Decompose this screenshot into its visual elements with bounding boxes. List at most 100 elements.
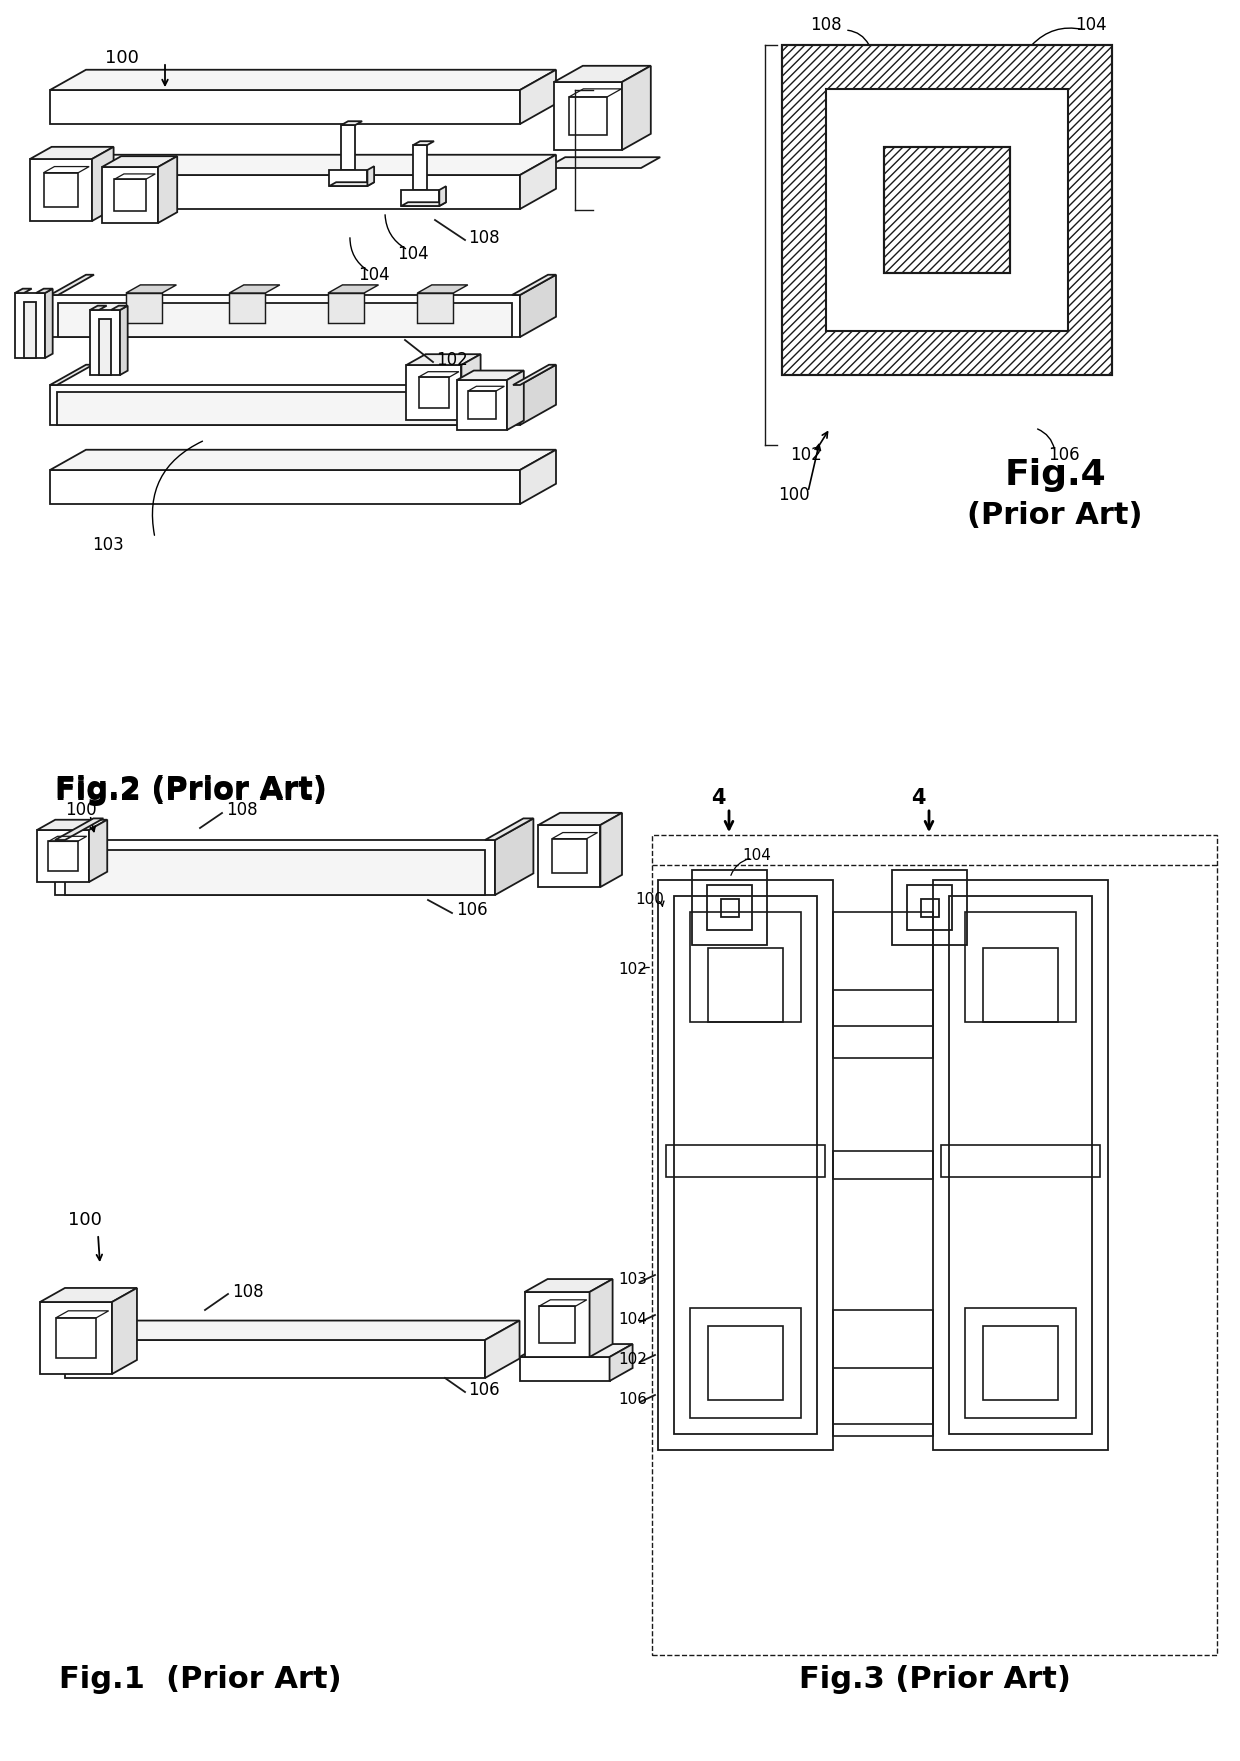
Text: 102: 102 <box>618 1352 647 1368</box>
Bar <box>884 146 1011 273</box>
Bar <box>983 1326 1058 1400</box>
Polygon shape <box>126 285 176 292</box>
Polygon shape <box>24 301 36 357</box>
Polygon shape <box>520 365 556 424</box>
Text: 100: 100 <box>635 893 663 907</box>
Polygon shape <box>546 157 660 167</box>
Polygon shape <box>50 386 520 424</box>
Polygon shape <box>439 187 446 206</box>
Polygon shape <box>520 275 556 336</box>
Bar <box>920 898 939 916</box>
Text: Fig.4: Fig.4 <box>1004 458 1106 491</box>
Bar <box>658 880 833 1449</box>
Polygon shape <box>485 819 533 840</box>
Polygon shape <box>37 829 89 882</box>
Polygon shape <box>157 157 177 224</box>
Polygon shape <box>15 292 45 357</box>
Text: 106: 106 <box>456 902 487 919</box>
Bar <box>692 870 768 946</box>
Bar <box>708 1326 782 1400</box>
Text: 108: 108 <box>467 229 500 247</box>
Bar <box>675 896 817 1433</box>
Polygon shape <box>538 814 622 824</box>
Polygon shape <box>64 1340 485 1379</box>
Text: 108: 108 <box>226 801 258 819</box>
Text: 102: 102 <box>618 963 647 977</box>
Bar <box>833 990 932 1058</box>
Polygon shape <box>407 365 461 421</box>
Text: 106: 106 <box>618 1393 647 1407</box>
Polygon shape <box>15 289 32 292</box>
Text: (Prior Art): (Prior Art) <box>967 500 1143 530</box>
Text: 102: 102 <box>436 350 467 370</box>
Bar <box>949 896 1092 1433</box>
Text: 104: 104 <box>358 266 389 284</box>
Polygon shape <box>92 146 114 220</box>
Polygon shape <box>50 70 556 90</box>
Polygon shape <box>622 65 651 150</box>
Polygon shape <box>418 292 454 322</box>
Bar <box>782 46 1112 375</box>
Polygon shape <box>50 275 94 296</box>
Text: 103: 103 <box>618 1273 647 1287</box>
Bar <box>833 1152 932 1180</box>
Polygon shape <box>461 354 481 421</box>
Bar <box>720 898 739 916</box>
Text: 103: 103 <box>92 535 124 555</box>
Bar <box>932 880 1109 1449</box>
Bar <box>708 947 782 1021</box>
Polygon shape <box>120 306 128 375</box>
Polygon shape <box>407 354 481 365</box>
Bar <box>666 1145 825 1176</box>
Polygon shape <box>112 1287 136 1374</box>
Polygon shape <box>102 167 157 224</box>
Polygon shape <box>64 1321 520 1340</box>
Text: 104: 104 <box>618 1312 647 1328</box>
Polygon shape <box>367 166 374 187</box>
Polygon shape <box>554 83 622 150</box>
Polygon shape <box>112 306 128 310</box>
Polygon shape <box>520 1344 632 1358</box>
Polygon shape <box>126 292 162 322</box>
Text: Fig.3 (Prior Art): Fig.3 (Prior Art) <box>799 1666 1071 1694</box>
Text: 108: 108 <box>232 1284 264 1301</box>
Bar <box>833 1368 932 1435</box>
Polygon shape <box>45 289 52 357</box>
Bar <box>965 1308 1076 1418</box>
Polygon shape <box>329 285 378 292</box>
Polygon shape <box>402 203 446 206</box>
Text: Fig.2 (Prior Art): Fig.2 (Prior Art) <box>55 778 327 807</box>
Polygon shape <box>520 70 556 123</box>
Polygon shape <box>610 1344 632 1381</box>
Bar <box>892 870 967 946</box>
Polygon shape <box>50 470 520 504</box>
Text: 102: 102 <box>790 446 822 463</box>
Polygon shape <box>520 449 556 504</box>
Polygon shape <box>91 306 107 310</box>
Polygon shape <box>40 1287 136 1301</box>
Text: 106: 106 <box>1048 446 1080 463</box>
Polygon shape <box>538 824 600 888</box>
Polygon shape <box>50 90 520 123</box>
Polygon shape <box>91 310 120 375</box>
Polygon shape <box>50 365 93 386</box>
Bar <box>884 146 1011 273</box>
Polygon shape <box>40 1301 112 1374</box>
Text: Fig.1  (Prior Art): Fig.1 (Prior Art) <box>58 1666 341 1694</box>
Polygon shape <box>329 292 365 322</box>
Polygon shape <box>341 125 356 171</box>
Polygon shape <box>89 819 107 882</box>
Polygon shape <box>600 814 622 888</box>
Bar <box>906 886 952 930</box>
Polygon shape <box>55 819 103 840</box>
Polygon shape <box>507 370 523 430</box>
Polygon shape <box>50 174 520 210</box>
Polygon shape <box>55 840 495 895</box>
Polygon shape <box>520 155 556 210</box>
Bar <box>833 912 932 1027</box>
Text: 100: 100 <box>68 1212 102 1229</box>
Bar <box>826 90 1068 331</box>
Polygon shape <box>330 171 367 187</box>
Text: 104: 104 <box>1075 16 1106 33</box>
Polygon shape <box>485 1321 520 1379</box>
